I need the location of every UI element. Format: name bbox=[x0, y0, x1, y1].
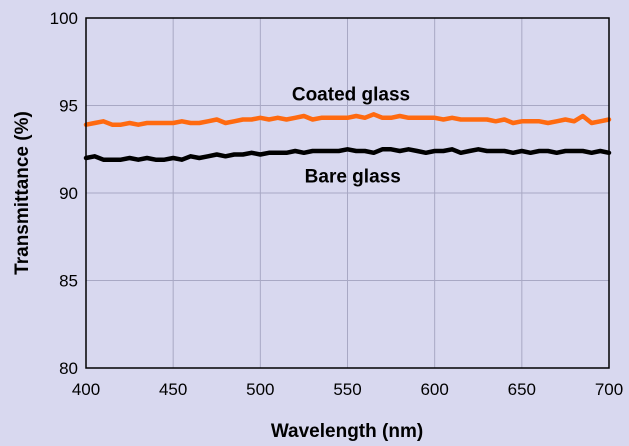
series-line-coated bbox=[83, 112, 612, 127]
annotations: Coated glass Bare glass bbox=[292, 84, 410, 187]
y-tick-label: 100 bbox=[50, 9, 78, 28]
x-tick-label: 600 bbox=[420, 380, 448, 399]
y-axis-title: Transmittance (%) bbox=[12, 111, 33, 275]
y-tick-label: 85 bbox=[59, 272, 78, 291]
x-tick-label: 650 bbox=[508, 380, 536, 399]
series-layer bbox=[83, 112, 612, 162]
y-tick-label: 80 bbox=[59, 359, 78, 378]
x-axis-title: Wavelength (nm) bbox=[271, 421, 423, 442]
series-annotation-coated: Coated glass bbox=[292, 84, 410, 105]
y-tick-label: 90 bbox=[59, 184, 78, 203]
series-annotation-bare: Bare glass bbox=[305, 167, 401, 188]
x-axis-ticks: 400 450 500 550 600 650 700 bbox=[72, 380, 623, 399]
y-axis-ticks: 80 85 90 95 100 bbox=[50, 9, 78, 378]
x-tick-label: 700 bbox=[595, 380, 623, 399]
series-line-bare bbox=[83, 147, 612, 162]
x-tick-label: 500 bbox=[246, 380, 274, 399]
x-tick-label: 450 bbox=[159, 380, 187, 399]
x-tick-label: 400 bbox=[72, 380, 100, 399]
plot-frame bbox=[85, 17, 610, 369]
gridlines bbox=[86, 18, 609, 368]
y-tick-label: 95 bbox=[59, 97, 78, 116]
x-tick-label: 550 bbox=[333, 380, 361, 399]
